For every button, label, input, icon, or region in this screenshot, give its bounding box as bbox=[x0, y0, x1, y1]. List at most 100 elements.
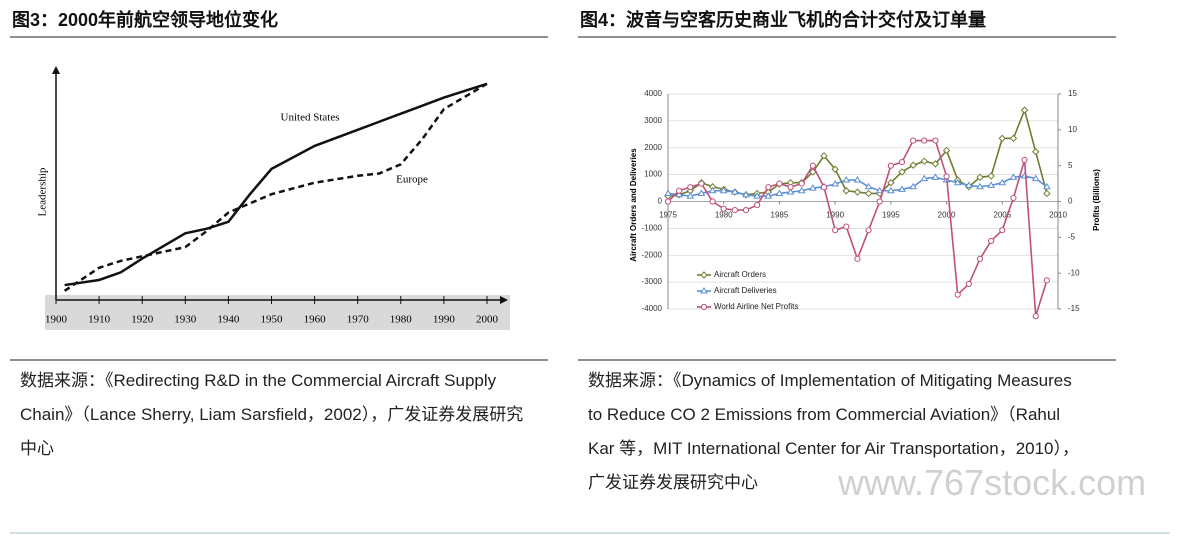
marker bbox=[787, 184, 794, 191]
marker bbox=[988, 237, 995, 245]
marker bbox=[920, 174, 929, 182]
watermark: www.767stock.com bbox=[838, 462, 1147, 503]
marker bbox=[742, 190, 750, 198]
axis-band bbox=[45, 295, 510, 330]
marker bbox=[931, 160, 940, 168]
y-tick-label: 0 bbox=[658, 197, 663, 206]
marker bbox=[987, 181, 996, 188]
marker bbox=[831, 180, 840, 187]
marker bbox=[675, 190, 684, 198]
marker bbox=[1043, 189, 1051, 198]
marker bbox=[754, 201, 761, 209]
marker bbox=[954, 291, 961, 298]
marker bbox=[1009, 134, 1018, 143]
marker bbox=[853, 188, 862, 196]
marker bbox=[820, 184, 828, 191]
y-tick-label: -3000 bbox=[642, 277, 663, 286]
y-tick-label: 3000 bbox=[644, 116, 662, 125]
y-tick-label: -4000 bbox=[642, 304, 663, 313]
x-tick-label: 1940 bbox=[217, 314, 240, 326]
marker bbox=[1032, 148, 1040, 156]
x-tick-label: 1985 bbox=[771, 211, 789, 220]
marker bbox=[887, 178, 895, 187]
marker bbox=[820, 152, 828, 160]
y2-tick-label: 10 bbox=[1068, 125, 1077, 134]
marker bbox=[831, 165, 839, 173]
marker bbox=[953, 178, 962, 186]
marker bbox=[898, 158, 906, 166]
marker bbox=[898, 168, 906, 176]
marker bbox=[1042, 182, 1051, 190]
y-tick-label: 1000 bbox=[644, 170, 662, 179]
y2-tick-label: 5 bbox=[1068, 161, 1073, 170]
marker bbox=[1032, 313, 1039, 320]
marker bbox=[886, 186, 895, 194]
y-arrow bbox=[52, 66, 60, 74]
legend-label: World Airline Net Profits bbox=[714, 302, 798, 311]
y2-tick-label: -5 bbox=[1068, 232, 1076, 241]
legend-label: Aircraft Deliveries bbox=[714, 286, 777, 295]
series-line bbox=[667, 107, 1048, 197]
y2-tick-label: 0 bbox=[1068, 197, 1073, 206]
marker bbox=[709, 198, 716, 205]
x-tick-label: 2005 bbox=[993, 211, 1011, 220]
marker bbox=[700, 271, 708, 279]
marker bbox=[921, 137, 928, 144]
marker bbox=[864, 182, 873, 190]
x-tick-label: 1960 bbox=[304, 314, 327, 326]
y2-tick-label: -10 bbox=[1068, 268, 1080, 277]
y-tick-label: 2000 bbox=[644, 143, 662, 152]
x-tick-label: 2000 bbox=[938, 211, 956, 220]
marker bbox=[700, 303, 708, 311]
marker bbox=[864, 189, 873, 198]
marker bbox=[987, 172, 995, 180]
marker bbox=[999, 227, 1006, 234]
marker bbox=[976, 182, 984, 190]
x-tick-label: 1995 bbox=[882, 211, 900, 220]
marker bbox=[808, 184, 817, 191]
marker bbox=[776, 180, 783, 187]
x-tick-label: 1990 bbox=[433, 314, 456, 326]
source-note: 数据来源：《Redirecting R&D in the Commercial … bbox=[20, 371, 524, 458]
marker bbox=[932, 137, 939, 144]
marker bbox=[719, 186, 728, 194]
marker bbox=[786, 188, 795, 195]
marker bbox=[1021, 156, 1028, 164]
x-tick-label: 1950 bbox=[261, 314, 284, 326]
x-tick-label: 2000 bbox=[476, 314, 499, 326]
marker bbox=[1043, 277, 1050, 284]
marker bbox=[1010, 194, 1017, 202]
marker bbox=[976, 255, 984, 262]
x-tick-label: 1980 bbox=[715, 211, 733, 220]
marker bbox=[765, 184, 772, 191]
marker bbox=[1020, 106, 1029, 114]
x-tick-label: 1980 bbox=[390, 314, 413, 326]
y-tick-label: -1000 bbox=[642, 223, 663, 232]
marker bbox=[910, 137, 917, 144]
marker bbox=[943, 173, 950, 180]
x-tick-label: 1900 bbox=[45, 314, 68, 326]
series-line bbox=[64, 82, 488, 287]
marker bbox=[964, 181, 973, 188]
series-label: United States bbox=[281, 112, 340, 124]
marker bbox=[853, 176, 862, 183]
series-line bbox=[63, 82, 488, 292]
marker bbox=[998, 134, 1006, 143]
marker bbox=[764, 192, 773, 199]
x-tick-label: 1990 bbox=[826, 211, 844, 220]
marker bbox=[731, 207, 738, 214]
marker bbox=[676, 187, 683, 194]
marker bbox=[832, 227, 839, 234]
y2-tick-label: 15 bbox=[1068, 89, 1077, 98]
marker bbox=[708, 186, 717, 194]
marker bbox=[809, 162, 816, 169]
marker bbox=[687, 184, 694, 191]
y-tick-label: 4000 bbox=[644, 89, 662, 98]
x-tick-label: 1970 bbox=[347, 314, 370, 326]
y-axis-label: Aircraft Orders and Deliveries bbox=[629, 148, 638, 262]
marker bbox=[1031, 174, 1040, 182]
marker bbox=[920, 157, 928, 165]
marker bbox=[720, 205, 727, 212]
